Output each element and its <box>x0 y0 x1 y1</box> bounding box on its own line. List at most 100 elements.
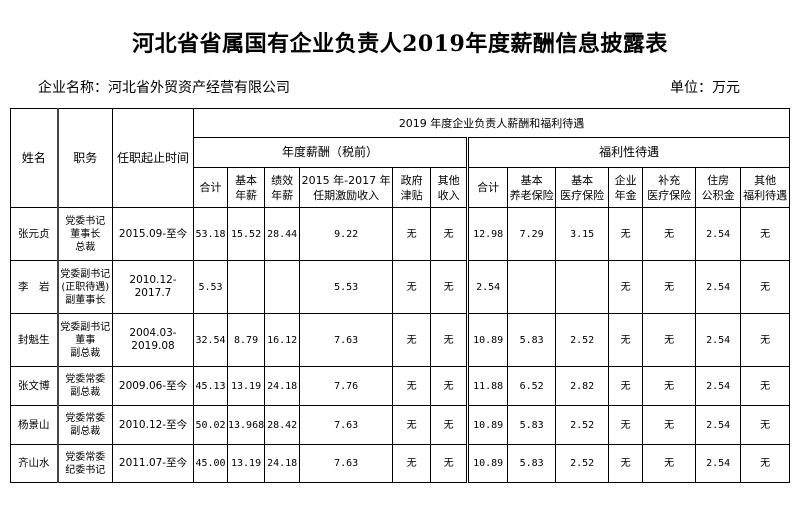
cell-s-incent: 9.22 <box>299 207 394 261</box>
cell-term: 2010.12-2017.7 <box>112 260 194 314</box>
cell-position: 党委副书记 (正职待遇) 副董事长 <box>56 260 113 314</box>
cell-s-other: 无 <box>430 260 469 314</box>
header-salary-col: 基本 年薪 <box>226 167 266 208</box>
header-salary-col: 绩效 年薪 <box>264 167 301 208</box>
cell-position: 党委常委 副总裁 <box>56 366 113 406</box>
cell-s-incent: 7.63 <box>299 405 394 445</box>
cell-w-housing: 2.54 <box>695 405 742 445</box>
cell-s-perf: 28.44 <box>264 207 301 261</box>
cell-w-total: 11.88 <box>466 366 509 406</box>
header-group: 2019 年度企业负责人薪酬和福利待遇 <box>192 108 791 138</box>
header-salary-col: 2015 年-2017 年 任期激励收入 <box>299 167 394 208</box>
cell-s-perf: 24.18 <box>264 366 301 406</box>
cell-w-supp: 无 <box>642 260 697 314</box>
cell-s-gov: 无 <box>392 366 432 406</box>
cell-name: 张文博 <box>10 366 58 406</box>
cell-w-other: 无 <box>740 366 791 406</box>
cell-s-base: 8.79 <box>226 313 266 367</box>
unit-label: 单位：万元 <box>670 80 740 96</box>
table-row: 齐山水 党委常委 纪委书记 2011.07-至今 45.00 13.19 24.18 7.6… <box>10 444 791 483</box>
cell-position: 党委常委 纪委书记 <box>56 444 113 483</box>
cell-w-housing: 2.54 <box>695 313 742 367</box>
cell-w-housing: 2.54 <box>695 444 742 483</box>
salary-table: 姓名 职务 任职起止时间 2019 年度企业负责人薪酬和福利待遇 年度薪酬（税前… <box>10 108 791 483</box>
cell-w-other: 无 <box>740 444 791 483</box>
cell-s-total: 53.18 <box>193 207 228 261</box>
company-name: 企业名称：河北省外贸资产经营有限公司 <box>38 80 290 96</box>
cell-w-pension: 6.52 <box>507 366 557 406</box>
cell-w-supp: 无 <box>642 207 697 261</box>
page-title: 河北省省属国有企业负责人2019年度薪酬信息披露表 <box>132 31 668 57</box>
cell-name: 张元贞 <box>10 207 58 261</box>
cell-s-perf: 24.18 <box>264 444 301 483</box>
cell-w-pension <box>507 260 557 314</box>
header-term: 任职起止时间 <box>112 108 194 208</box>
cell-w-total: 12.98 <box>466 207 509 261</box>
cell-w-pension: 5.83 <box>507 405 557 445</box>
header-welfare-col: 基本 养老保险 <box>507 167 557 208</box>
header-salary-col: 其他 收入 <box>430 167 469 208</box>
cell-s-incent: 7.63 <box>299 444 394 483</box>
cell-w-medical: 2.52 <box>555 444 610 483</box>
cell-s-gov: 无 <box>392 313 432 367</box>
cell-w-annuity: 无 <box>608 444 644 483</box>
cell-w-other: 无 <box>740 207 791 261</box>
cell-s-base <box>226 260 266 314</box>
cell-w-other: 无 <box>740 405 791 445</box>
cell-w-annuity: 无 <box>608 366 644 406</box>
cell-s-base: 13.968 <box>226 405 266 445</box>
cell-w-annuity: 无 <box>608 313 644 367</box>
cell-s-base: 13.19 <box>226 444 266 483</box>
cell-s-other: 无 <box>430 313 469 367</box>
cell-name: 齐山水 <box>10 444 58 483</box>
cell-position: 党委常委 副总裁 <box>56 405 113 445</box>
cell-s-gov: 无 <box>392 260 432 314</box>
cell-w-supp: 无 <box>642 366 697 406</box>
header-welfare-col: 基本 医疗保险 <box>555 167 610 208</box>
cell-w-housing: 2.54 <box>695 366 742 406</box>
header-salary-col: 合计 <box>193 167 228 208</box>
header-welfare-col: 合计 <box>466 167 509 208</box>
cell-term: 2004.03-2019.08 <box>112 313 194 367</box>
header-name: 姓名 <box>10 108 58 208</box>
cell-s-total: 45.00 <box>193 444 228 483</box>
cell-w-medical: 2.52 <box>555 313 610 367</box>
cell-s-gov: 无 <box>392 207 432 261</box>
cell-w-total: 10.89 <box>466 444 509 483</box>
cell-w-total: 10.89 <box>466 313 509 367</box>
header-welfare-col: 其他 福利待遇 <box>740 167 791 208</box>
cell-w-housing: 2.54 <box>695 207 742 261</box>
cell-w-annuity: 无 <box>608 260 644 314</box>
cell-name: 杨景山 <box>10 405 58 445</box>
cell-w-other: 无 <box>740 260 791 314</box>
cell-position: 党委书记 董事长 总裁 <box>56 207 113 261</box>
cell-s-total: 50.02 <box>193 405 228 445</box>
cell-s-total: 45.13 <box>193 366 228 406</box>
cell-w-annuity: 无 <box>608 405 644 445</box>
header-salary-group: 年度薪酬（税前） <box>192 137 469 168</box>
cell-w-total: 10.89 <box>466 405 509 445</box>
cell-w-supp: 无 <box>642 405 697 445</box>
header-position: 职务 <box>56 108 113 208</box>
cell-s-perf <box>264 260 301 314</box>
cell-term: 2009.06-至今 <box>112 366 194 406</box>
header-welfare-col: 企业 年金 <box>608 167 644 208</box>
header-welfare-col: 补充 医疗保险 <box>642 167 697 208</box>
cell-w-medical: 3.15 <box>555 207 610 261</box>
cell-w-medical: 2.52 <box>555 405 610 445</box>
cell-term: 2010.12-至今 <box>112 405 194 445</box>
cell-s-incent: 5.53 <box>299 260 394 314</box>
cell-s-other: 无 <box>430 207 469 261</box>
cell-w-medical <box>555 260 610 314</box>
cell-w-supp: 无 <box>642 444 697 483</box>
cell-w-total: 2.54 <box>466 260 509 314</box>
cell-w-pension: 5.83 <box>507 313 557 367</box>
cell-w-pension: 7.29 <box>507 207 557 261</box>
cell-s-other: 无 <box>430 366 469 406</box>
header-welfare-group: 福利性待遇 <box>466 137 791 168</box>
cell-s-base: 15.52 <box>226 207 266 261</box>
table-row: 张文博 党委常委 副总裁 2009.06-至今 45.13 13.19 24.18 7.76… <box>10 366 791 406</box>
table-row: 封魁生 党委副书记 董事 副总裁 2004.03-2019.08 32.54 8.79 1… <box>10 313 791 367</box>
cell-position: 党委副书记 董事 副总裁 <box>56 313 113 367</box>
cell-s-perf: 16.12 <box>264 313 301 367</box>
